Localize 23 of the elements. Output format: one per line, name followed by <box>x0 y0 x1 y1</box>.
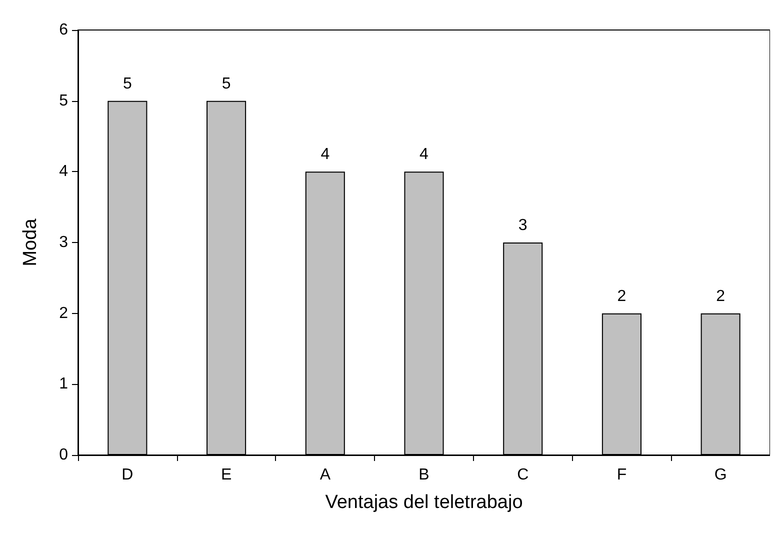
y-tick-label: 3 <box>59 234 68 251</box>
y-tick-label: 6 <box>59 22 68 38</box>
x-tick-label: D <box>122 466 134 484</box>
data-label: 3 <box>518 217 528 234</box>
data-label: 4 <box>420 146 429 164</box>
y-tick-label: 5 <box>59 92 68 110</box>
x-tick-label: C <box>517 466 529 484</box>
data-label: 2 <box>716 288 726 305</box>
y-tick-label: 1 <box>59 376 68 393</box>
y-axis-title: Moda <box>20 218 41 266</box>
x-tick-label: E <box>220 466 232 484</box>
x-axis-title: Ventajas del teletrabajo <box>325 492 523 513</box>
data-label: 4 <box>320 146 330 164</box>
data-label: 5 <box>222 75 231 92</box>
data-label: 2 <box>617 288 626 305</box>
y-tick-label: 2 <box>59 304 68 322</box>
y-tick-label: 0 <box>59 446 68 464</box>
x-tick-label: G <box>714 466 727 484</box>
x-tick-label: F <box>616 466 627 484</box>
x-tick-label: B <box>418 466 430 484</box>
data-label: 5 <box>122 75 132 92</box>
x-tick-label: A <box>320 466 331 484</box>
y-tick-label: 4 <box>59 163 68 180</box>
